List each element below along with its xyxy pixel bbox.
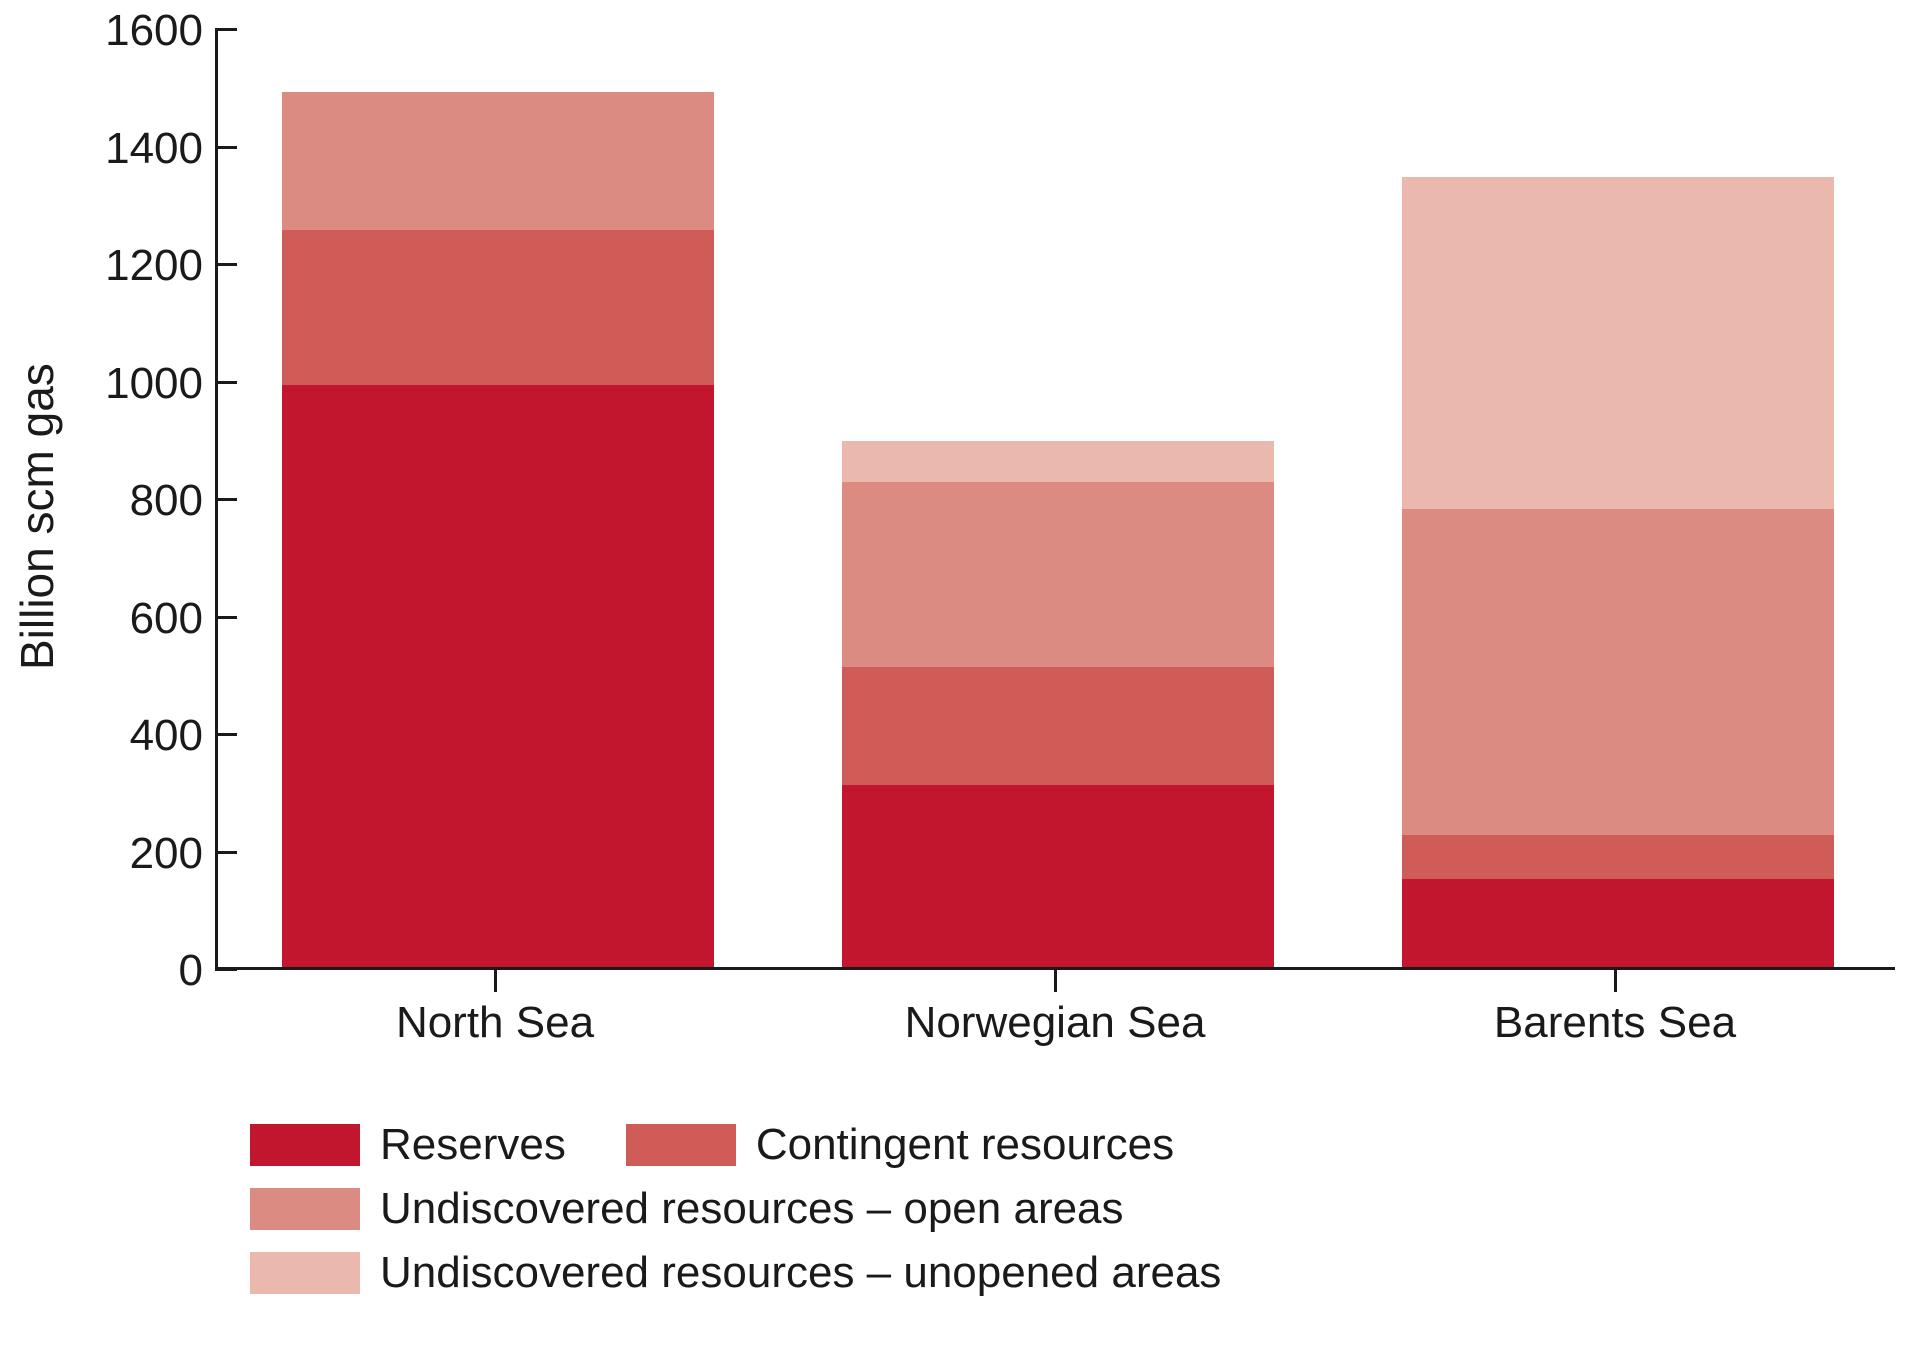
y-tick: 1000 [53,359,203,409]
x-category-label: Norwegian Sea [775,998,1335,1048]
legend-swatch [626,1124,736,1166]
y-tick: 800 [53,476,203,526]
y-tick: 200 [53,829,203,879]
legend-label: Reserves [380,1120,566,1170]
bar-segment [282,92,713,230]
legend-label: Undiscovered resources – unopened areas [380,1248,1221,1298]
y-tick: 1400 [53,124,203,174]
bar-segment [1402,509,1833,835]
y-tick: 400 [53,711,203,761]
legend-swatch [250,1252,360,1294]
legend-item: Reserves [250,1120,566,1170]
x-tick [1054,970,1057,992]
y-tick: 600 [53,594,203,644]
y-tick: 0 [53,946,203,996]
bar-segment [282,385,713,967]
legend-swatch [250,1124,360,1166]
legend-item: Undiscovered resources – open areas [250,1184,1124,1234]
legend-row: Undiscovered resources – unopened areas [250,1248,1221,1298]
x-category-label: North Sea [215,998,775,1048]
x-category-label: Barents Sea [1335,998,1895,1048]
bar-group [1402,27,1833,967]
legend-row: Reserves Contingent resources [250,1120,1221,1170]
bar-segment [842,482,1273,667]
bar-group [282,27,713,967]
legend-item: Undiscovered resources – unopened areas [250,1248,1221,1298]
bar-segment [842,441,1273,482]
legend-item: Contingent resources [626,1120,1174,1170]
legend: Reserves Contingent resources Undiscovered… [250,1120,1221,1312]
gas-resources-chart: Billion scm gas ReservesContingent resou… [0,0,1920,1348]
legend-swatch [250,1188,360,1230]
legend-label: Contingent resources [756,1120,1174,1170]
x-tick [1614,970,1617,992]
bar-segment [1402,835,1833,879]
bar-segment [1402,879,1833,967]
y-tick: 1600 [53,6,203,56]
plot-area [215,30,1895,970]
legend-row: Undiscovered resources – open areas [250,1184,1221,1234]
legend-label: Undiscovered resources – open areas [380,1184,1124,1234]
y-tick: 1200 [53,241,203,291]
bar-segment [842,785,1273,967]
bar-segment [842,667,1273,785]
bar-segment [282,230,713,386]
x-tick [494,970,497,992]
bar-segment [1402,177,1833,509]
bar-group [842,27,1273,967]
